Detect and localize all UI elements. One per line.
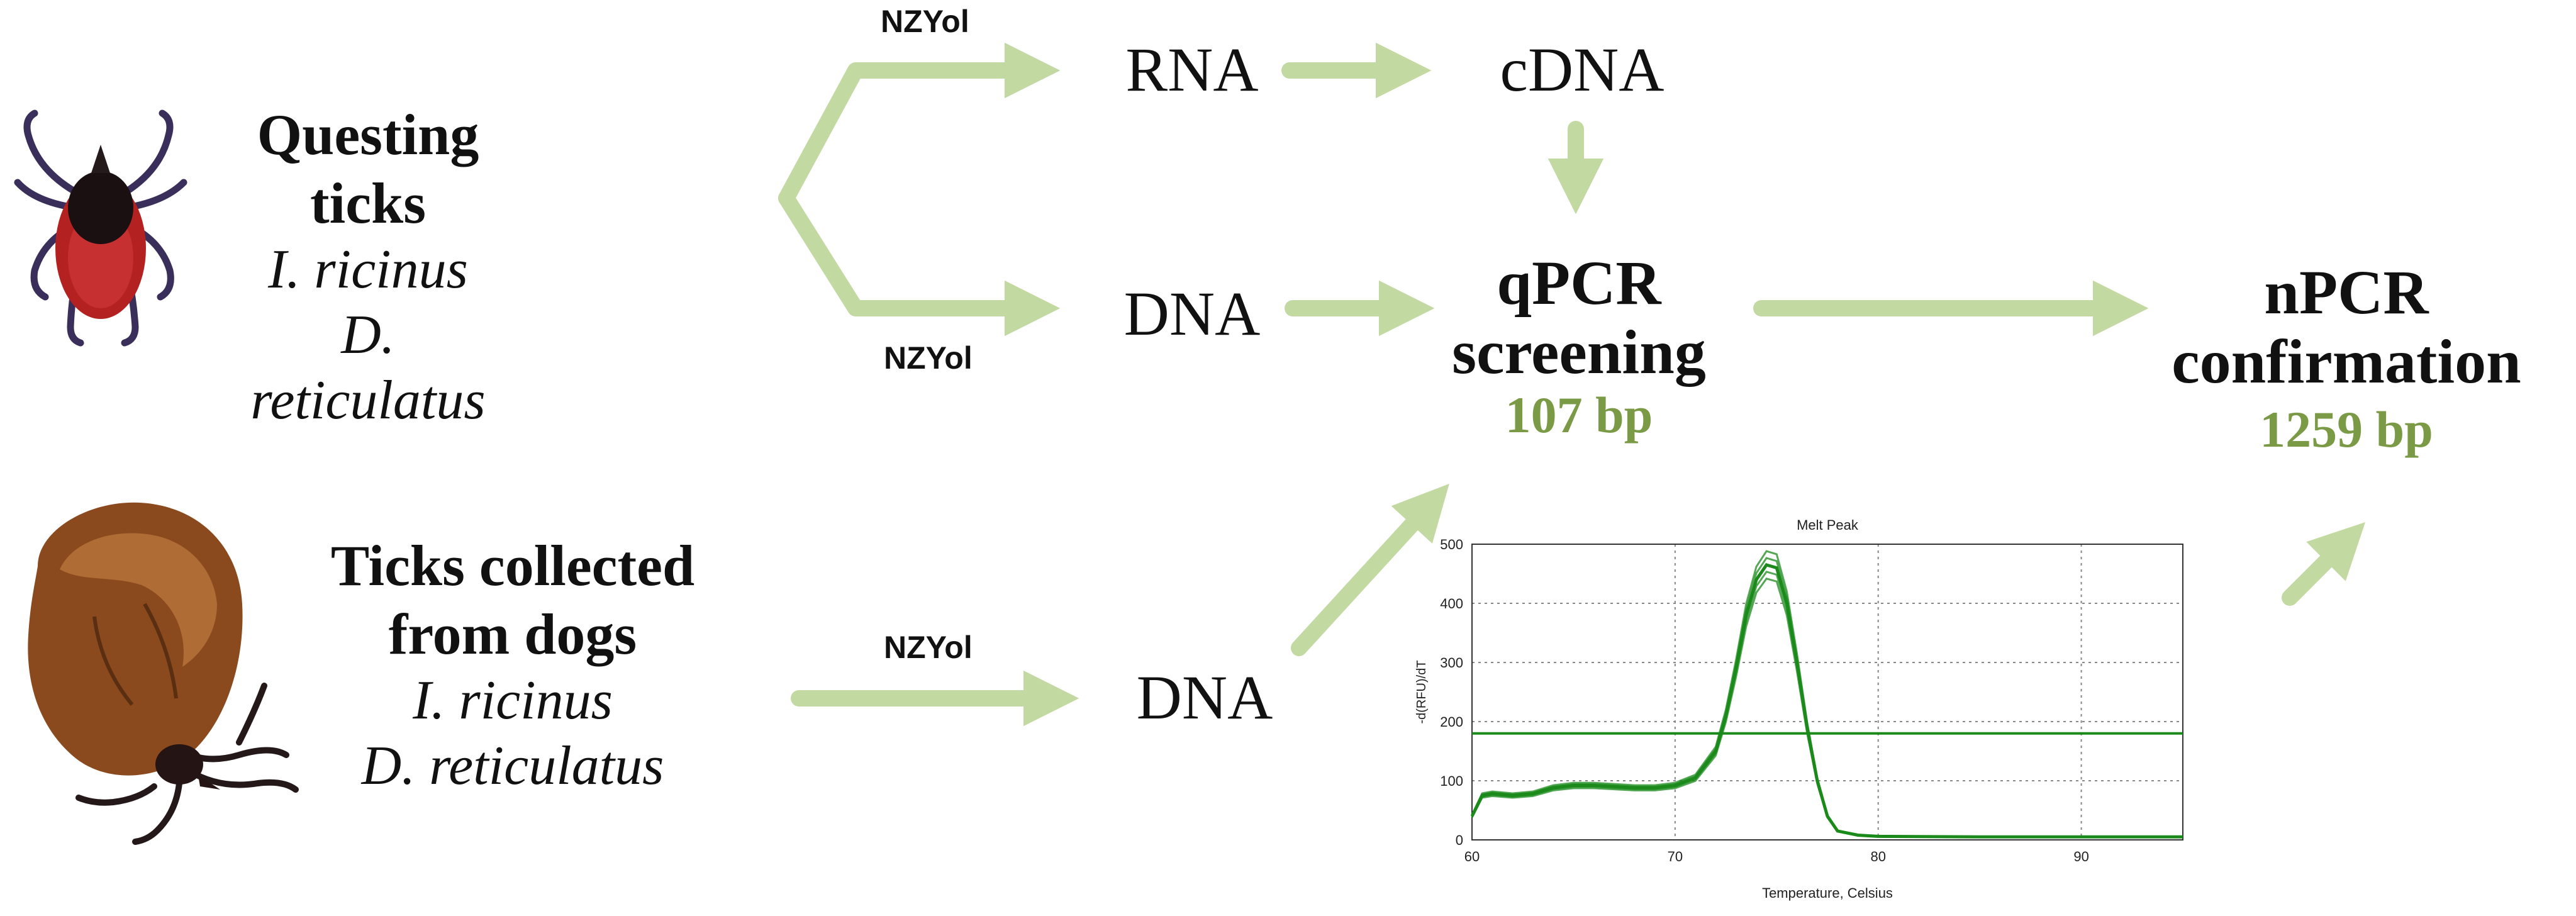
x-axis-label: Temperature, Celsius	[1762, 885, 1893, 901]
x-tick-label: 90	[2073, 849, 2088, 864]
melt-curve-series-0-trace-0	[1471, 578, 2183, 839]
qpcr-screening-block: qPCR screening 107 bp	[1403, 249, 1755, 444]
node-dna-top: DNA	[1124, 279, 1261, 349]
nzyol-label-bottom: NZYol	[884, 630, 973, 665]
y-axis-label: -d(RFU)/dT	[1415, 660, 1429, 723]
questing-ticks-block: Questing ticks I. ricinus D. reticulatus	[230, 101, 506, 433]
plot-area-frame	[1471, 544, 2183, 841]
x-tick-label: 80	[1870, 849, 1885, 864]
melt-curve-series-0-trace-3	[1471, 557, 2183, 838]
nzyol-label-top: NZYol	[881, 4, 969, 39]
branch-arrow-rna	[778, 42, 1061, 206]
x-tick-label: 60	[1464, 849, 1480, 864]
dog-ticks-title-line2: from dogs	[388, 601, 637, 666]
dog-ticks-block: Ticks collected from dogs I. ricinus D. …	[258, 532, 767, 799]
y-tick-label: 100	[1440, 773, 1463, 789]
arrow-dna-to-qpcr-diagonal	[1291, 483, 1449, 656]
questing-species-reticulatus: D. reticulatus	[250, 304, 486, 431]
y-tick-label: 500	[1440, 537, 1463, 552]
questing-ticks-title: Questing ticks	[257, 103, 479, 235]
y-tick-label: 200	[1440, 714, 1463, 730]
melt-curve-series-0-trace-1	[1471, 571, 2183, 838]
qpcr-title-line1: qPCR	[1497, 248, 1661, 318]
questing-species-ricinus: I. ricinus	[268, 239, 468, 301]
npcr-title-line2: confirmation	[2172, 327, 2521, 396]
npcr-title-line1: nPCR	[2264, 257, 2429, 327]
arrow-melt-to-npcr	[2282, 522, 2366, 606]
npcr-confirmation-block: nPCR confirmation 1259 bp	[2126, 258, 2567, 464]
hard-tick-icon	[14, 109, 187, 347]
melt-peak-chart: Melt Peak 0 100 200 300 400 500 60 70 80 90 -d(R…	[1415, 517, 2183, 901]
melt-curve-series-0-trace-2	[1470, 562, 2183, 839]
dog-ticks-title-line1: Ticks collected	[330, 533, 695, 598]
chart-title: Melt Peak	[1797, 517, 1859, 533]
branch-arrow-dna	[778, 190, 1061, 337]
y-tick-label: 0	[1456, 832, 1463, 848]
node-dna-bottom: DNA	[1136, 662, 1273, 732]
melt-curve-series-0-trace-4	[1471, 550, 2183, 838]
y-tick-label: 300	[1440, 655, 1463, 671]
dog-species-reticulatus: D. reticulatus	[361, 735, 664, 796]
qpcr-amplicon-size: 107 bp	[1505, 386, 1653, 444]
qpcr-title-line2: screening	[1452, 317, 1706, 387]
node-cdna: cDNA	[1500, 35, 1664, 104]
engorged-tick-icon	[28, 502, 299, 845]
npcr-amplicon-size: 1259 bp	[2260, 401, 2433, 458]
node-rna: RNA	[1125, 35, 1259, 104]
nzyol-label-middle: NZYol	[884, 340, 973, 376]
x-tick-label: 70	[1668, 849, 1683, 864]
y-tick-label: 400	[1440, 596, 1463, 612]
dog-species-ricinus: I. ricinus	[413, 670, 613, 732]
